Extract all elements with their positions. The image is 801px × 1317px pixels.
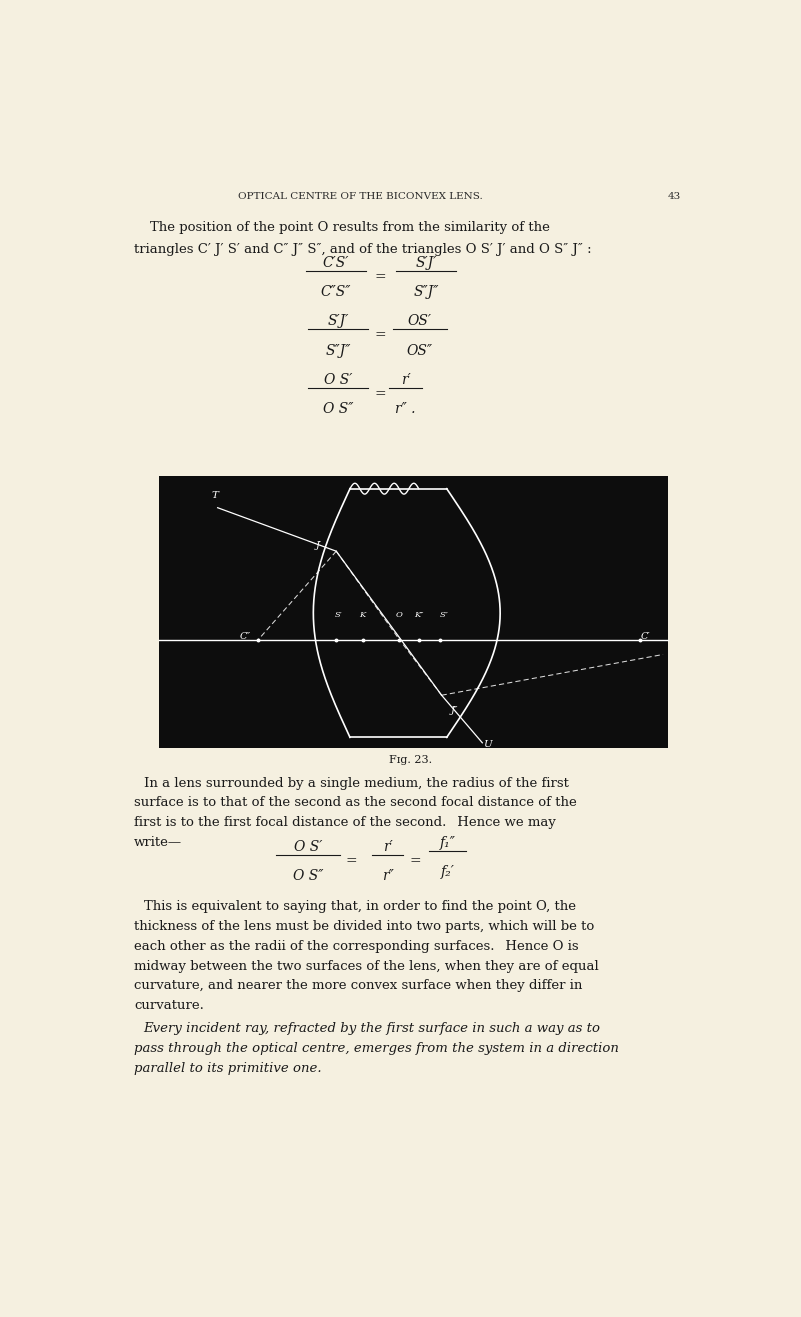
Text: The position of the point O results from the similarity of the: The position of the point O results from…	[150, 221, 549, 234]
Text: C′: C′	[640, 632, 650, 641]
Text: =: =	[409, 853, 421, 868]
Text: =: =	[375, 328, 387, 342]
Text: S″J″: S″J″	[325, 344, 351, 358]
Text: parallel to its primitive one.: parallel to its primitive one.	[135, 1062, 322, 1075]
Text: U: U	[483, 740, 492, 748]
Text: J″: J″	[451, 706, 458, 715]
Text: S″J″: S″J″	[413, 284, 439, 299]
Text: K: K	[360, 611, 366, 619]
Text: Every incident ray, refracted by the first surface in such a way as to: Every incident ray, refracted by the fir…	[143, 1022, 601, 1035]
Text: O S″: O S″	[323, 403, 353, 416]
Text: O: O	[396, 611, 403, 619]
Text: S′J′: S′J′	[416, 255, 437, 270]
Text: first is to the first focal distance of the second.  Hence we may: first is to the first focal distance of …	[135, 817, 556, 830]
Text: C′S′: C′S′	[323, 255, 349, 270]
Text: S″: S″	[440, 611, 449, 619]
Text: curvature, and nearer the more convex surface when they differ in: curvature, and nearer the more convex su…	[135, 980, 582, 993]
Text: C″: C″	[240, 632, 252, 641]
Text: =: =	[375, 387, 387, 402]
Text: r′: r′	[400, 373, 410, 387]
Text: =: =	[346, 853, 357, 868]
Text: OS′: OS′	[408, 315, 432, 328]
Text: surface is to that of the second as the second focal distance of the: surface is to that of the second as the …	[135, 797, 577, 810]
Text: Fɪg. 23.: Fɪg. 23.	[389, 756, 432, 765]
Text: f₂′: f₂′	[441, 865, 455, 878]
Text: =: =	[375, 270, 387, 283]
Text: K″: K″	[414, 611, 424, 619]
Text: r′: r′	[383, 840, 392, 853]
Text: O S″: O S″	[293, 869, 324, 882]
Text: This is equivalent to saying that, in order to find the point O, the: This is equivalent to saying that, in or…	[143, 901, 576, 914]
Text: S′: S′	[335, 611, 343, 619]
Text: triangles C′ J′ S′ and C″ J″ S″, and of the triangles O S′ J′ and O S″ J″ :: triangles C′ J′ S′ and C″ J″ S″, and of …	[135, 244, 592, 257]
Text: OPTICAL CENTRE OF THE BICONVEX LENS.: OPTICAL CENTRE OF THE BICONVEX LENS.	[239, 191, 483, 200]
Text: r″: r″	[381, 869, 393, 882]
Text: f₁″: f₁″	[440, 836, 456, 849]
Text: C″S″: C″S″	[321, 284, 351, 299]
Text: midway between the two surfaces of the lens, when they are of equal: midway between the two surfaces of the l…	[135, 960, 599, 973]
Text: r″ .: r″ .	[396, 403, 416, 416]
Text: O S′: O S′	[294, 840, 322, 853]
Text: pass through the optical centre, emerges from the system in a direction: pass through the optical centre, emerges…	[135, 1042, 619, 1055]
Text: S′J′: S′J′	[327, 315, 348, 328]
Text: thickness of the lens must be divided into two parts, which will be to: thickness of the lens must be divided in…	[135, 921, 594, 934]
Text: O S′: O S′	[324, 373, 352, 387]
Text: write—: write—	[135, 836, 183, 849]
Text: 43: 43	[667, 191, 681, 200]
Text: each other as the radii of the corresponding surfaces.  Hence O is: each other as the radii of the correspon…	[135, 940, 579, 954]
Text: J′: J′	[316, 541, 321, 551]
Bar	[159, 477, 668, 748]
Text: T: T	[211, 491, 219, 500]
Text: In a lens surrounded by a single medium, the radius of the first: In a lens surrounded by a single medium,…	[143, 777, 569, 790]
Text: OS″: OS″	[407, 344, 433, 358]
Text: curvature.: curvature.	[135, 1000, 204, 1013]
